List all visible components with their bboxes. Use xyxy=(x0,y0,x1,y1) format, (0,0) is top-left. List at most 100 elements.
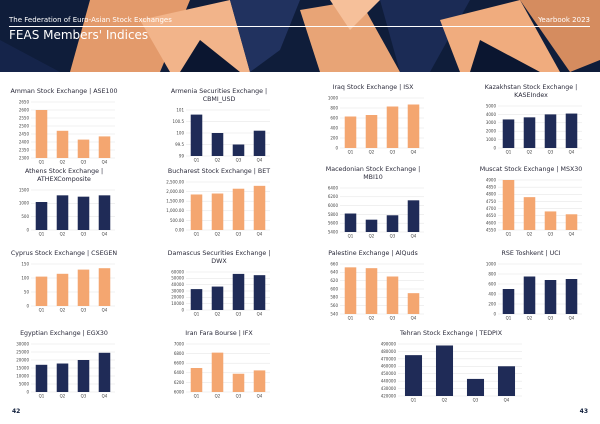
chart-plot: 660 640 620 600 580 560 540 Q1 Q2 Q3 Q4 xyxy=(330,261,424,321)
x-tick-label: Q1 xyxy=(194,158,200,163)
x-tick-label: Q1 xyxy=(411,398,417,403)
page-number-right: 43 xyxy=(579,408,588,415)
x-tick-label: Q4 xyxy=(102,160,108,165)
page-heading: FEAS Members' Indices xyxy=(9,28,149,42)
bar-q2 xyxy=(523,197,536,230)
header-divider xyxy=(9,26,590,27)
chart-title: Athens Stock Exchange | ATHEXComposite xyxy=(24,168,104,183)
x-tick-label: Q1 xyxy=(39,160,45,165)
y-tick-label: 2350 xyxy=(19,147,30,152)
y-tick-label: 4650 xyxy=(486,213,497,218)
bar-q1 xyxy=(190,194,203,230)
x-tick-label: Q4 xyxy=(411,234,417,239)
x-tick-label: Q1 xyxy=(506,150,512,155)
y-tick-label: 150 xyxy=(21,261,29,266)
bar-q1 xyxy=(502,180,515,230)
y-tick-label: 100 xyxy=(21,275,29,280)
x-tick-label: Q2 xyxy=(215,312,221,317)
x-tick-label: Q2 xyxy=(215,232,221,237)
bar-q1 xyxy=(190,289,203,310)
y-tick-label: 800 xyxy=(330,105,338,110)
x-tick-label: Q2 xyxy=(369,150,375,155)
y-tick-label: 6000 xyxy=(328,203,339,208)
chart-title: Kazakhstan Stock Exchange | KASEIndex xyxy=(484,84,578,99)
x-tick-label: Q2 xyxy=(60,394,66,399)
y-tick-label: 101 xyxy=(176,107,184,112)
y-tick-label: 20000 xyxy=(171,295,184,300)
chart-plot: 1000 800 600 400 200 0 Q1 Q2 Q3 Q4 xyxy=(328,95,424,155)
bar-q2 xyxy=(56,273,69,306)
y-tick-label: 0 xyxy=(493,145,496,150)
x-tick-label: Q4 xyxy=(569,316,575,321)
bar-q1 xyxy=(35,276,48,306)
x-tick-label: Q3 xyxy=(236,232,242,237)
yearbook-year: Yearbook 2023 xyxy=(538,16,590,24)
x-tick-label: Q2 xyxy=(527,232,533,237)
y-tick-label: 6400 xyxy=(328,185,339,190)
x-tick-label: Q3 xyxy=(548,232,554,237)
bar-q1 xyxy=(502,119,515,148)
bar-q1 xyxy=(190,368,203,392)
x-tick-label: Q3 xyxy=(81,232,87,237)
y-tick-label: 40000 xyxy=(171,282,184,287)
y-tick-label: 1000 xyxy=(486,137,497,142)
y-tick-label: 460000 xyxy=(381,364,397,369)
y-tick-label: 0 xyxy=(26,389,29,394)
y-tick-label: 4750 xyxy=(486,199,497,204)
x-tick-label: Q3 xyxy=(390,234,396,239)
page-number-left: 42 xyxy=(12,408,21,415)
y-tick-label: 480000 xyxy=(381,349,397,354)
bar-q2 xyxy=(56,363,69,392)
y-tick-label: 640 xyxy=(330,270,338,275)
x-tick-label: Q1 xyxy=(348,316,354,321)
bar-q3 xyxy=(232,373,245,392)
bar-q4 xyxy=(565,113,578,148)
y-tick-label: 0.00 xyxy=(175,227,184,232)
chart-title: Tehran Stock Exchange | TEDPIX xyxy=(399,330,503,337)
y-tick-label: 2300 xyxy=(19,155,30,160)
y-tick-label: 2,000.00 xyxy=(166,189,184,194)
bar-q4 xyxy=(253,370,266,392)
x-tick-label: Q3 xyxy=(81,394,87,399)
bar-q1 xyxy=(344,213,357,232)
x-tick-label: Q1 xyxy=(39,308,45,313)
bar-q2 xyxy=(56,195,69,230)
y-tick-label: 1,500.00 xyxy=(166,199,184,204)
x-tick-label: Q1 xyxy=(39,232,45,237)
x-tick-label: Q2 xyxy=(527,150,533,155)
y-tick-label: 540 xyxy=(330,311,338,316)
y-tick-label: 400 xyxy=(488,291,496,296)
x-tick-label: Q4 xyxy=(257,232,263,237)
chart-title: Armenia Securities Exchange | CBMI_USD xyxy=(170,88,268,103)
y-tick-label: 6600 xyxy=(174,361,185,366)
y-tick-label: 400 xyxy=(330,125,338,130)
bar-q4 xyxy=(407,200,420,232)
x-tick-label: Q3 xyxy=(81,160,87,165)
y-tick-label: 6800 xyxy=(174,351,185,356)
x-tick-label: Q1 xyxy=(39,394,45,399)
y-tick-label: 4550 xyxy=(486,227,497,232)
x-tick-label: Q2 xyxy=(369,234,375,239)
bar-q3 xyxy=(544,114,557,148)
x-tick-label: Q3 xyxy=(236,312,242,317)
x-tick-label: Q3 xyxy=(548,316,554,321)
x-tick-label: Q4 xyxy=(257,158,263,163)
bar-q2 xyxy=(56,130,69,158)
chart-title: Iran Fara Bourse | IFX xyxy=(185,330,253,337)
y-tick-label: 0 xyxy=(26,227,29,232)
bar-q3 xyxy=(232,273,245,310)
y-tick-label: 800 xyxy=(488,271,496,276)
y-tick-label: 2600 xyxy=(19,107,30,112)
x-tick-label: Q3 xyxy=(236,158,242,163)
bar-q1 xyxy=(502,289,515,314)
y-tick-label: 5000 xyxy=(19,381,30,386)
bar-q2 xyxy=(523,276,536,314)
y-tick-label: 1000 xyxy=(328,95,339,100)
y-tick-label: 580 xyxy=(330,295,338,300)
y-tick-label: 4850 xyxy=(486,185,497,190)
y-tick-label: 560 xyxy=(330,303,338,308)
y-tick-label: 420000 xyxy=(381,393,397,398)
bar-q4 xyxy=(253,130,266,156)
y-tick-label: 430000 xyxy=(381,386,397,391)
